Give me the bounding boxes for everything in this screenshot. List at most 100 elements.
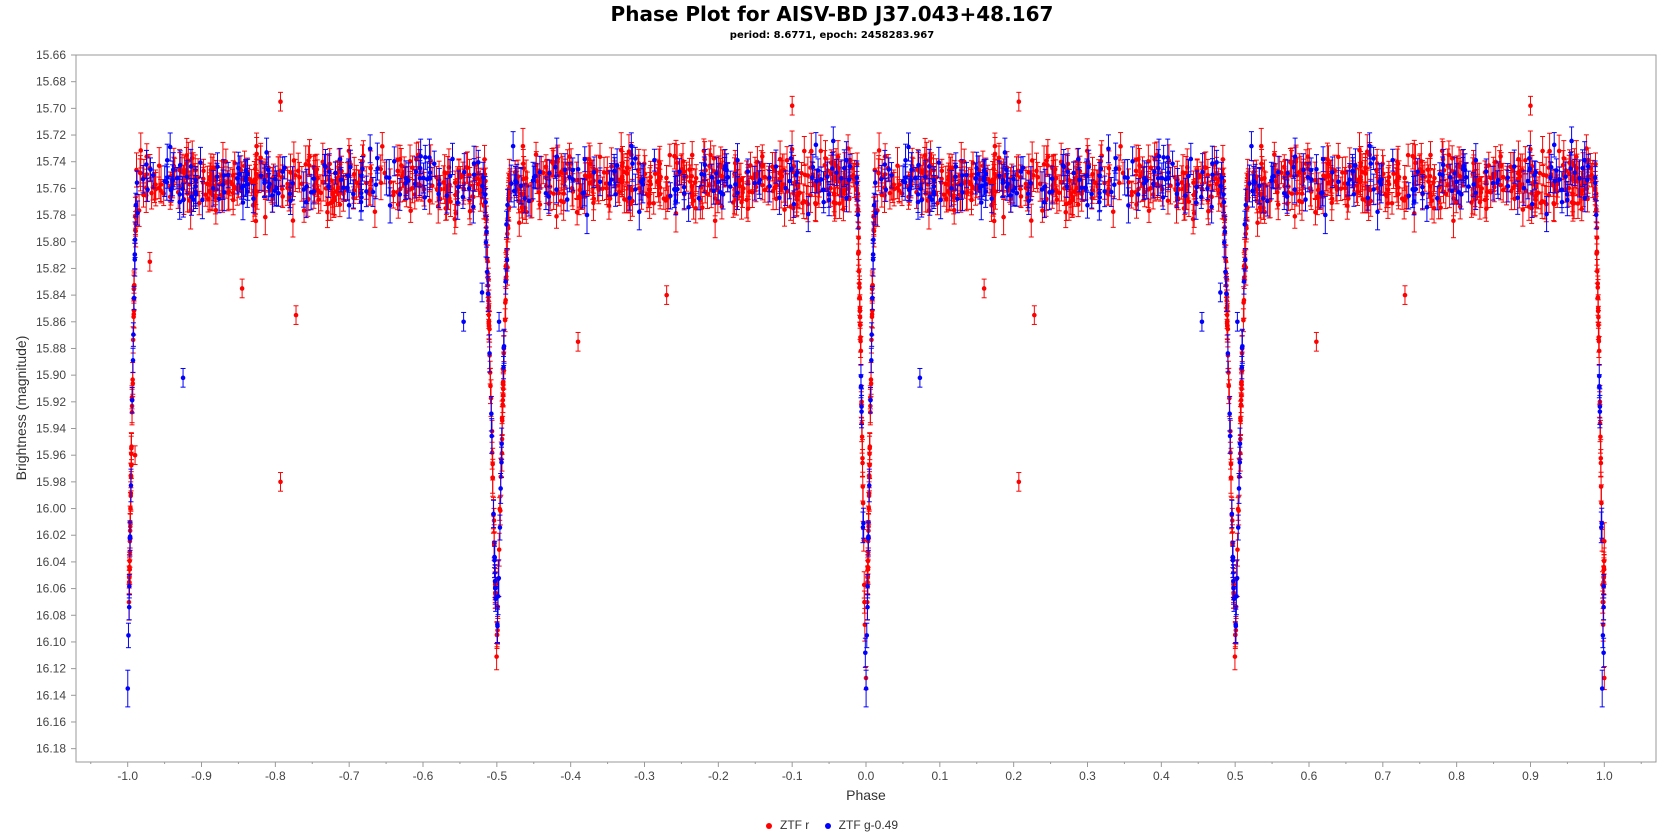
ztf-r-point: [558, 198, 564, 204]
ztf-r-point: [325, 209, 330, 215]
ztf-r-point: [687, 179, 693, 184]
ztf-r-point: [1118, 144, 1123, 149]
ztf-r-point: [1520, 207, 1526, 212]
chart-title: Phase Plot for AISV-BD J37.043+48.167: [610, 2, 1054, 26]
ztf-r-point: [208, 191, 214, 196]
x-tick-label: 0.6: [1301, 769, 1318, 783]
x-tick-label: 0.4: [1153, 769, 1170, 783]
ztf-r-point: [1391, 171, 1396, 177]
ztf-r-point: [1364, 149, 1370, 154]
ztf-r-point: [992, 151, 998, 157]
ztf-r-point: [664, 175, 669, 181]
ztf-r-point: [987, 180, 993, 185]
ztf-r-point: [1389, 201, 1395, 206]
ztf-r-point: [1523, 158, 1528, 163]
ztf-r-point: [970, 160, 976, 166]
ztf-r-point: [663, 198, 669, 203]
ztf-r-point: [1396, 174, 1402, 180]
ztf-r-point: [1528, 146, 1533, 152]
ztf-r-point: [138, 170, 143, 176]
ztf-r-point: [379, 144, 385, 149]
ztf-r-point: [1129, 189, 1135, 195]
ztf-r-point: [712, 218, 718, 224]
ztf-r-point: [1232, 654, 1238, 659]
ztf-r-point: [1297, 198, 1302, 204]
y-tick-label: 15.86: [36, 315, 66, 329]
ztf-r-point: [1300, 178, 1306, 184]
ztf-r-point: [249, 180, 254, 185]
ztf-r-point: [1199, 187, 1205, 192]
ztf-r-point: [561, 191, 567, 196]
ztf-r-point: [700, 205, 705, 210]
y-tick-label: 16.14: [36, 688, 66, 702]
y-tick-label: 15.76: [36, 181, 66, 195]
ztf-r-point: [1075, 202, 1081, 207]
ztf-r-point: [951, 207, 957, 213]
ztf-r-point: [730, 200, 736, 205]
ztf-r-point: [1110, 209, 1116, 215]
ztf-r-point: [562, 178, 567, 184]
ztf-r-point: [739, 199, 744, 205]
x-tick-label: 0.8: [1448, 769, 1465, 783]
ztf-r-point: [253, 171, 259, 177]
ztf-r-point: [290, 218, 296, 223]
ztf-r-point: [306, 163, 312, 168]
y-tick-label: 15.98: [36, 475, 66, 489]
ztf-r-point: [1074, 185, 1080, 191]
ztf-r-point: [288, 170, 293, 175]
ztf-r-point: [689, 152, 695, 158]
ztf-r-point: [452, 216, 458, 222]
ztf-r-point: [138, 148, 144, 153]
ztf-r-point: [368, 165, 373, 171]
y-tick-label: 15.84: [36, 288, 66, 302]
y-tick-label: 16.06: [36, 582, 66, 596]
ztf-r-point: [622, 197, 627, 202]
ztf-r-point: [263, 174, 268, 179]
ztf-r-point: [782, 207, 787, 212]
ztf-r-point: [285, 185, 290, 191]
ztf-r-point: [361, 153, 366, 159]
x-tick-label: -0.3: [634, 769, 655, 783]
ztf-r-point: [1451, 218, 1456, 224]
ztf-r-point: [741, 186, 746, 191]
ztf-r-point: [1340, 170, 1345, 175]
x-tick-label: 0.7: [1374, 769, 1391, 783]
ztf-r-point: [746, 189, 752, 195]
ztf-r-point: [1186, 199, 1192, 204]
x-tick-label: 0.0: [858, 769, 875, 783]
ztf-r-point: [667, 152, 673, 158]
ztf-r-point: [232, 160, 237, 166]
ztf-r-point: [1570, 201, 1576, 206]
ztf-r-point: [943, 181, 949, 186]
ztf-r-point: [303, 162, 309, 167]
ztf-r-point: [1413, 160, 1418, 166]
y-tick-label: 16.04: [36, 555, 66, 569]
ztf-r-point: [1289, 191, 1295, 196]
ztf-r-point: [226, 189, 232, 194]
ztf-r-point: [516, 220, 522, 226]
y-axis: 15.66 15.68 15.70 15.72 15.74 15.76 15.78 15.80…: [36, 48, 76, 756]
ztf-r-point: [574, 209, 580, 215]
ztf-r-point: [1313, 209, 1318, 215]
ztf-r-point: [205, 196, 211, 202]
ztf-r-point: [1292, 214, 1298, 219]
ztf-r-point: [1574, 154, 1579, 160]
ztf-r-point: [1554, 188, 1560, 194]
ztf-r-point: [1329, 200, 1335, 206]
ztf-r-point: [559, 169, 564, 175]
y-tick-label: 15.94: [36, 422, 66, 436]
ztf-r-point: [1031, 173, 1036, 178]
ztf-r-point: [674, 160, 680, 166]
y-tick-label: 16.02: [36, 528, 66, 542]
ztf-r-point: [816, 188, 822, 194]
y-tick-label: 15.82: [36, 261, 66, 275]
ztf-r-point: [1405, 152, 1411, 158]
ztf-r-point: [968, 181, 973, 187]
ztf-r-point: [1120, 170, 1126, 176]
ztf-r-point: [1360, 197, 1365, 202]
ztf-r-point: [427, 198, 432, 204]
ztf-r-point: [1402, 175, 1408, 181]
ztf-r-point: [213, 207, 219, 213]
y-tick-label: 16.00: [36, 502, 66, 516]
data-points: [125, 91, 1607, 708]
